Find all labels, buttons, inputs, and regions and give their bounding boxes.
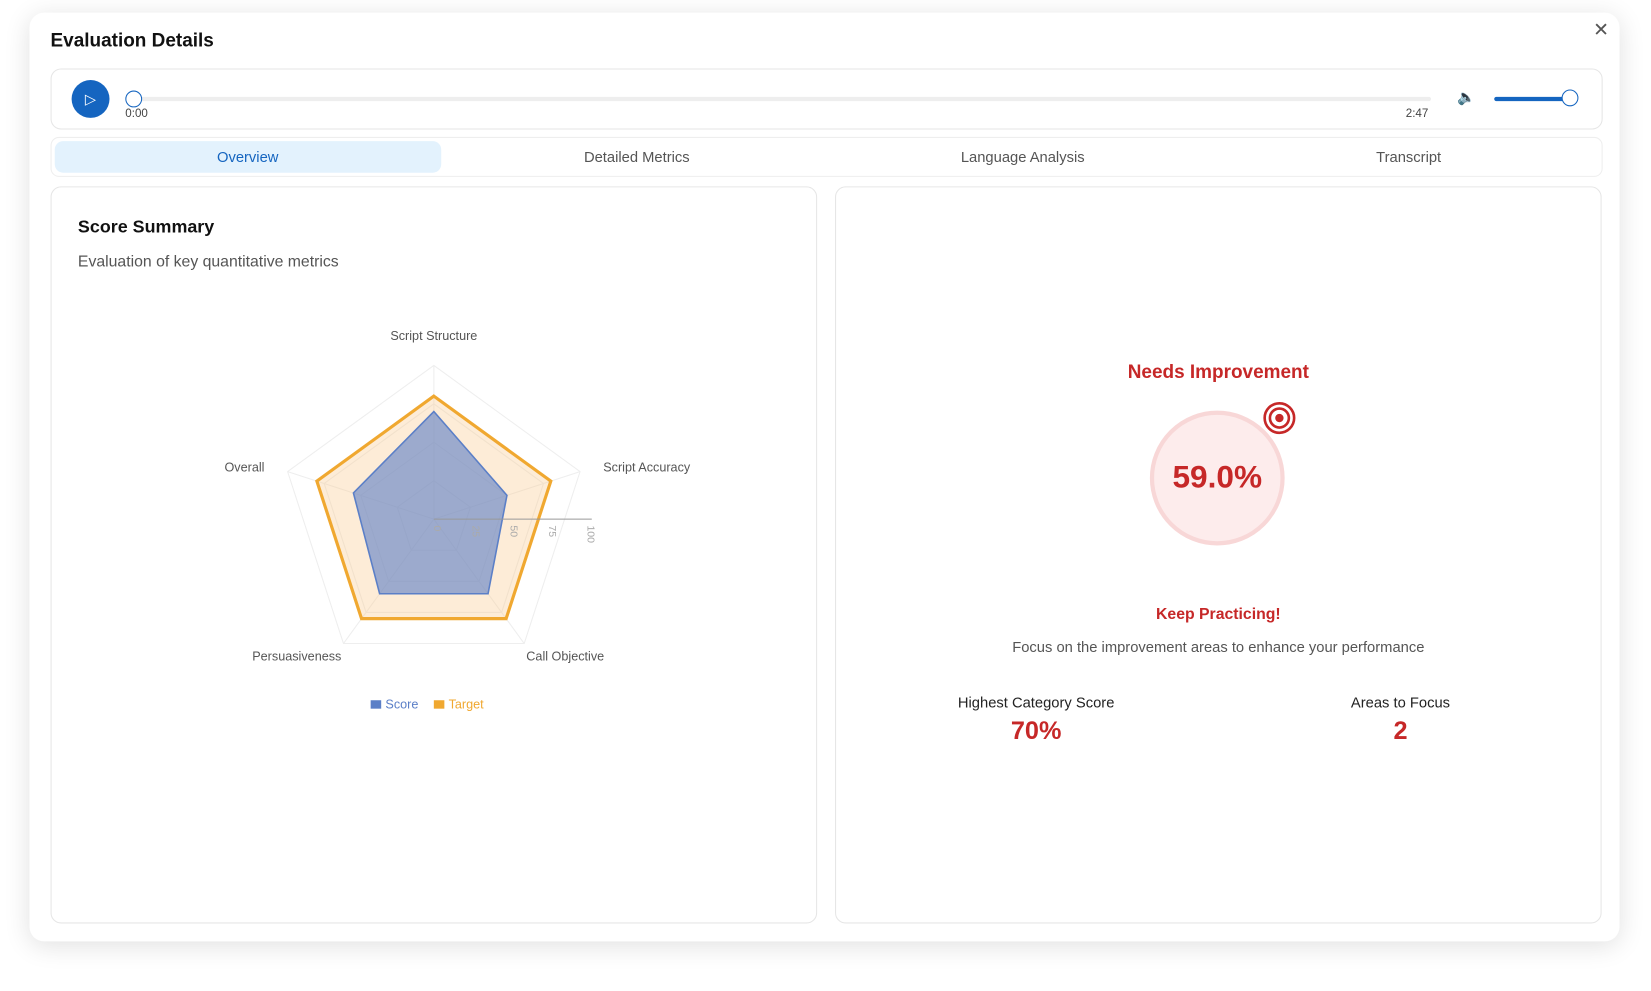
tab-language-analysis[interactable]: Language Analysis [960, 148, 1085, 166]
grid-ring [287, 364, 581, 645]
duration: 2:47 [1405, 107, 1429, 121]
card-title: Score Summary [77, 216, 215, 237]
evaluation-dialog: Evaluation Details ✕ ▷ 0:00 2:47 🔈 Overv… [29, 12, 1620, 942]
status-label: Needs Improvement [1127, 361, 1309, 383]
volume-slider[interactable] [1494, 96, 1573, 102]
radial-tick: 50 [508, 525, 520, 537]
result-card: Needs Improvement 59.0% Keep Practicing!… [835, 186, 1602, 924]
card-subtitle: Evaluation of key quantitative metrics [77, 252, 339, 271]
seek-handle[interactable] [125, 90, 143, 108]
legend-label: Target [449, 698, 485, 712]
axis-label: Persuasiveness [252, 649, 341, 663]
series-score [352, 410, 508, 595]
current-time: 0:00 [125, 107, 148, 121]
radial-tick: 0 [431, 525, 443, 531]
score-summary-card: Score Summary Evaluation of key quantita… [50, 186, 818, 924]
axis-label: Script Accuracy [603, 461, 691, 475]
play-icon: ▷ [84, 90, 97, 107]
target-icon [1263, 401, 1296, 435]
radar-chart: 0 25 50 75 100 Script Structure Script Accurac… [224, 329, 691, 712]
grid-ring [323, 403, 545, 613]
message: Focus on the improvement areas to enhanc… [1012, 638, 1425, 655]
stat-areas: Areas to Focus 2 [1295, 694, 1506, 747]
headline: Keep Practicing! [1155, 605, 1281, 624]
close-icon[interactable]: ✕ [1593, 18, 1609, 41]
dialog-title: Evaluation Details [50, 29, 214, 51]
stat-highest: Highest Category Score 70% [931, 694, 1142, 747]
tab-transcript[interactable]: Transcript [1376, 148, 1442, 166]
tab-bar: Overview Detailed Metrics Language Analy… [50, 136, 1603, 177]
legend-label: Score [385, 698, 418, 712]
play-button[interactable]: ▷ [71, 80, 110, 118]
seek-bar[interactable] [133, 96, 1432, 102]
tab-overview[interactable]: Overview [54, 141, 441, 173]
radial-tick: 75 [546, 525, 558, 537]
volume-handle[interactable] [1561, 89, 1579, 107]
stat-value: 70% [1010, 717, 1062, 746]
radial-tick: 25 [469, 525, 481, 537]
axis-label: Overall [224, 461, 264, 475]
stat-label: Highest Category Score [957, 693, 1115, 711]
axis-label: Script Structure [390, 329, 477, 343]
stat-value: 2 [1393, 717, 1408, 746]
audio-player: ▷ 0:00 2:47 🔈 [50, 68, 1603, 130]
axis-label: Call Objective [526, 649, 604, 663]
volume-icon[interactable]: 🔈 [1457, 88, 1476, 106]
tab-detailed-metrics[interactable]: Detailed Metrics [583, 148, 690, 166]
legend-swatch [433, 700, 445, 709]
stat-label: Areas to Focus [1350, 693, 1451, 711]
legend-swatch [370, 700, 382, 709]
radial-tick: 100 [585, 525, 597, 543]
score-circle: 59.0% [1149, 410, 1285, 546]
